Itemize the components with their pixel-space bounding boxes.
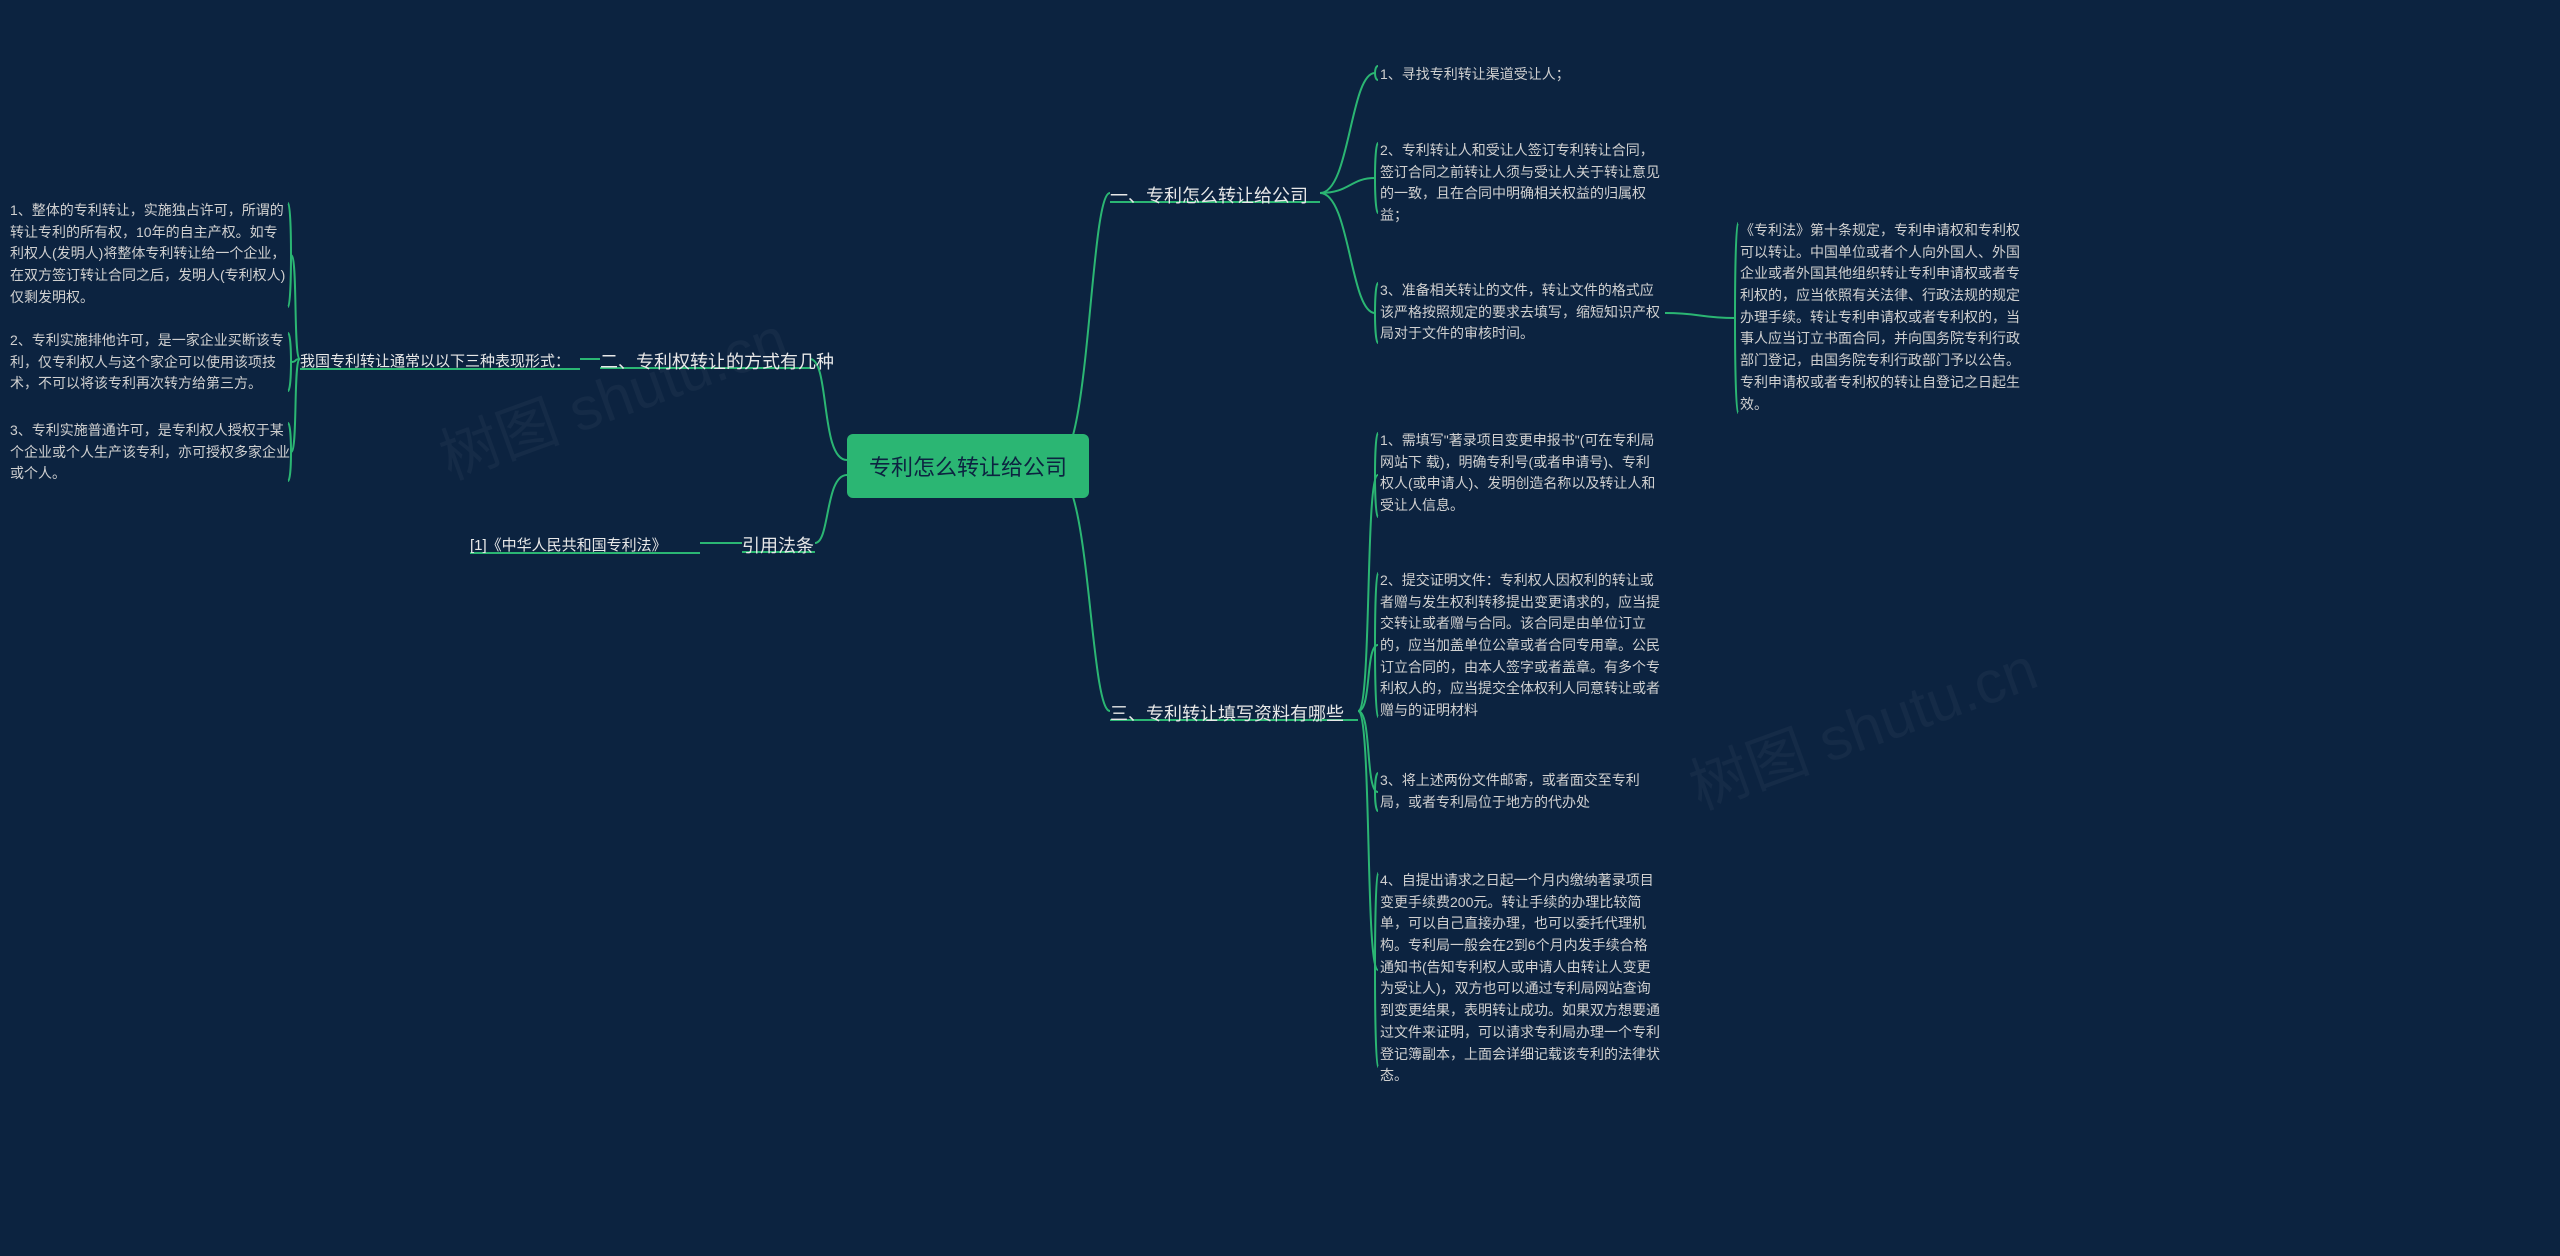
leaf-r2-2: 2、提交证明文件：专利权人因权利的转让或者赠与发生权利转移提出变更请求的，应当提… <box>1380 570 1660 722</box>
leaf-r1-1: 1、寻找专利转让渠道受让人； <box>1380 64 1660 86</box>
leaf-r2-4: 4、自提出请求之日起一个月内缴纳著录项目变更手续费200元。转让手续的办理比较简… <box>1380 870 1660 1087</box>
branch-citation: 引用法条 <box>742 532 814 558</box>
branch-materials: 三、专利转让填写资料有哪些 <box>1110 700 1344 726</box>
watermark: 树图 shutu.cn <box>426 290 797 496</box>
branch-how-transfer: 一、专利怎么转让给公司 <box>1110 182 1308 208</box>
branch-methods: 二、专利权转让的方式有几种 <box>600 348 834 374</box>
root-node: 专利怎么转让给公司 <box>847 434 1089 498</box>
leaf-r1-2: 2、专利转让人和受让人签订专利转让合同，签订合同之前转让人须与受让人关于转让意见… <box>1380 140 1660 227</box>
leaf-r1-3-1: 《专利法》第十条规定，专利申请权和专利权可以转让。中国单位或者个人向外国人、外国… <box>1740 220 2030 415</box>
leaf-l1-1: 1、整体的专利转让，实施独占许可，所谓的转让专利的所有权，10年的自主产权。如专… <box>10 200 290 308</box>
leaf-r2-1: 1、需填写"著录项目变更申报书"(可在专利局网站下 载)，明确专利号(或者申请号… <box>1380 430 1660 517</box>
leaf-l1-3: 3、专利实施普通许可，是专利权人授权于某个企业或个人生产该专利，亦可授权多家企业… <box>10 420 290 485</box>
leaf-l1-2: 2、专利实施排他许可，是一家企业买断该专利，仅专利权人与这个家企可以使用该项技术… <box>10 330 290 395</box>
citation-item: [1]《中华人民共和国专利法》 <box>470 534 667 555</box>
leaf-r2-3: 3、将上述两份文件邮寄，或者面交至专利局，或者专利局位于地方的代办处 <box>1380 770 1660 813</box>
watermark: 树图 shutu.cn <box>1676 620 2047 826</box>
sub-methods-intro: 我国专利转让通常以以下三种表现形式： <box>300 350 570 371</box>
leaf-r1-3: 3、准备相关转让的文件，转让文件的格式应该严格按照规定的要求去填写，缩短知识产权… <box>1380 280 1660 345</box>
